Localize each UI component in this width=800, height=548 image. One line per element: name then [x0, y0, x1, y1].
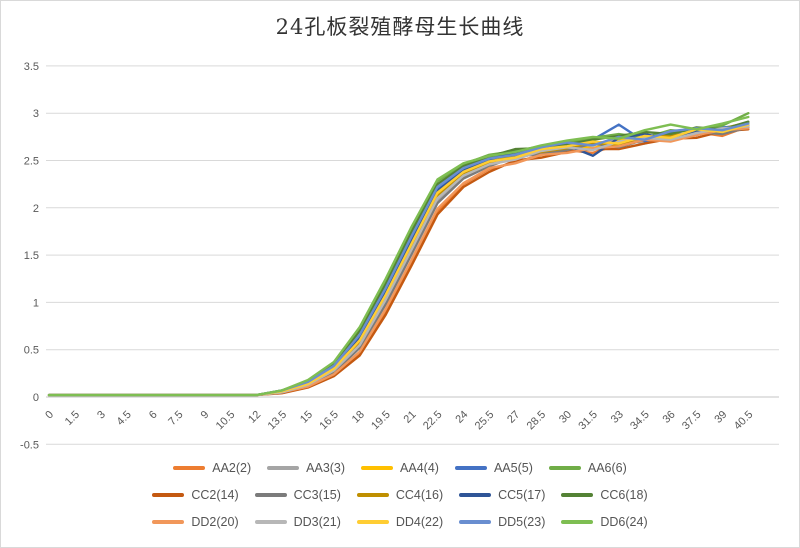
y-axis-tick-label: 2.5 — [24, 156, 39, 168]
legend-swatch-icon — [361, 466, 394, 470]
x-axis-tick-label: 0 — [43, 409, 56, 422]
x-axis-tick-label: 27 — [505, 409, 522, 426]
legend-swatch-icon — [356, 520, 389, 524]
x-axis-tick-label: 9 — [199, 409, 212, 422]
legend-swatch-icon — [454, 466, 487, 470]
legend-label: CC2(14) — [191, 488, 239, 502]
y-axis-tick-label: 3 — [33, 108, 39, 120]
legend-swatch-icon — [152, 520, 185, 524]
legend-label: DD6(24) — [600, 515, 648, 529]
legend-swatch-icon — [267, 466, 300, 470]
legend-item-CC3(15): CC3(15) — [254, 488, 341, 502]
legend-item-AA6(6): AA6(6) — [548, 461, 627, 475]
legend-label: AA5(5) — [493, 461, 533, 475]
x-axis-tick-label: 15 — [298, 409, 315, 426]
legend-item-CC4(16): CC4(16) — [356, 488, 444, 502]
y-axis-tick-label: -0.5 — [20, 439, 39, 451]
x-axis-tick-label: 25.5 — [473, 409, 497, 433]
x-axis-tick-label: 4.5 — [115, 409, 134, 428]
x-axis-tick-label: 16.5 — [317, 409, 341, 433]
legend-item-AA2(2): AA2(2) — [173, 461, 251, 475]
legend-label: AA2(2) — [212, 461, 252, 475]
legend-item-AA3(3): AA3(3) — [267, 461, 345, 475]
legend-item-CC5(17): CC5(17) — [459, 488, 545, 502]
x-axis-tick-label: 36 — [661, 409, 678, 426]
legend-row: AA2(2) AA3(3) AA4(4) AA5(5) AA6(6) — [173, 457, 627, 479]
legend-swatch-icon — [459, 493, 492, 497]
legend-swatch-icon — [561, 520, 594, 524]
x-axis-tick-label: 22.5 — [421, 409, 445, 433]
legend-item-DD5(23): DD5(23) — [459, 515, 545, 529]
series-line-CC6(18) — [47, 120, 750, 397]
legend-swatch-icon — [356, 493, 389, 497]
legend-swatch-icon — [459, 520, 492, 524]
legend-label: DD2(20) — [191, 515, 239, 529]
x-axis-tick-label: 18 — [350, 409, 367, 426]
x-axis-tick-label: 3 — [95, 409, 108, 422]
legend-swatch-icon — [152, 493, 185, 497]
chart-legend: AA2(2) AA3(3) AA4(4) AA5(5) AA6(6) CC2(14) CC3… — [1, 457, 799, 533]
legend-label: DD5(23) — [498, 515, 546, 529]
legend-item-DD2(20): DD2(20) — [152, 515, 239, 529]
legend-row: DD2(20) DD3(21) DD4(22) DD5(23) DD6(24) — [152, 511, 648, 533]
legend-item-AA5(5): AA5(5) — [454, 461, 533, 475]
x-axis-tick-label: 6 — [147, 409, 160, 422]
series-line-DD6(24) — [47, 115, 750, 397]
legend-label: CC3(15) — [293, 488, 341, 502]
legend-swatch-icon — [548, 466, 581, 470]
legend-label: AA4(4) — [400, 461, 439, 475]
legend-label: CC4(16) — [395, 488, 444, 502]
legend-label: AA6(6) — [587, 461, 627, 475]
legend-row: CC2(14) CC3(15) CC4(16) CC5(17) CC6(18) — [152, 484, 648, 506]
legend-label: CC6(18) — [600, 488, 648, 502]
legend-swatch-icon — [254, 520, 287, 524]
x-axis-tick-label: 31.5 — [576, 409, 600, 433]
legend-item-DD4(22): DD4(22) — [356, 515, 444, 529]
x-axis-tick-label: 7.5 — [166, 409, 185, 428]
y-axis-tick-label: 2 — [33, 203, 39, 215]
legend-item-DD6(24): DD6(24) — [561, 515, 648, 529]
x-axis-tick-label: 12 — [246, 409, 263, 426]
x-axis-tick-label: 21 — [402, 409, 419, 426]
x-axis-tick-label: 33 — [609, 409, 626, 426]
y-axis-tick-label: 3.5 — [24, 61, 39, 73]
legend-swatch-icon — [173, 466, 206, 470]
x-axis-tick-label: 39 — [712, 409, 729, 426]
legend-item-DD3(21): DD3(21) — [254, 515, 341, 529]
y-axis-tick-label: 1 — [33, 297, 39, 309]
legend-swatch-icon — [561, 493, 594, 497]
legend-label: DD3(21) — [293, 515, 341, 529]
legend-item-CC2(14): CC2(14) — [152, 488, 239, 502]
x-axis-tick-label: 34.5 — [628, 409, 652, 433]
legend-item-AA4(4): AA4(4) — [361, 461, 439, 475]
x-axis-tick-label: 28.5 — [525, 409, 549, 433]
x-axis-tick-label: 10.5 — [214, 409, 238, 433]
x-axis-tick-label: 37.5 — [680, 409, 704, 433]
y-axis-tick-label: 0.5 — [24, 345, 39, 357]
legend-label: AA3(3) — [306, 461, 346, 475]
chart-title: 24孔板裂殖酵母生长曲线 — [275, 15, 525, 39]
legend-label: DD4(22) — [395, 515, 444, 529]
x-axis-tick-label: 30 — [557, 409, 574, 426]
legend-label: CC5(17) — [498, 488, 546, 502]
y-axis-tick-label: 0 — [33, 392, 39, 404]
y-axis-tick-label: 1.5 — [24, 250, 39, 262]
x-axis-tick-label: 1.5 — [63, 409, 82, 428]
legend-swatch-icon — [254, 493, 287, 497]
x-axis-tick-label: 19.5 — [369, 409, 393, 433]
x-axis-tick-label: 40.5 — [732, 409, 756, 433]
x-axis-tick-label: 13.5 — [266, 409, 290, 433]
legend-item-CC6(18): CC6(18) — [561, 488, 648, 502]
x-axis-tick-label: 24 — [453, 409, 470, 426]
